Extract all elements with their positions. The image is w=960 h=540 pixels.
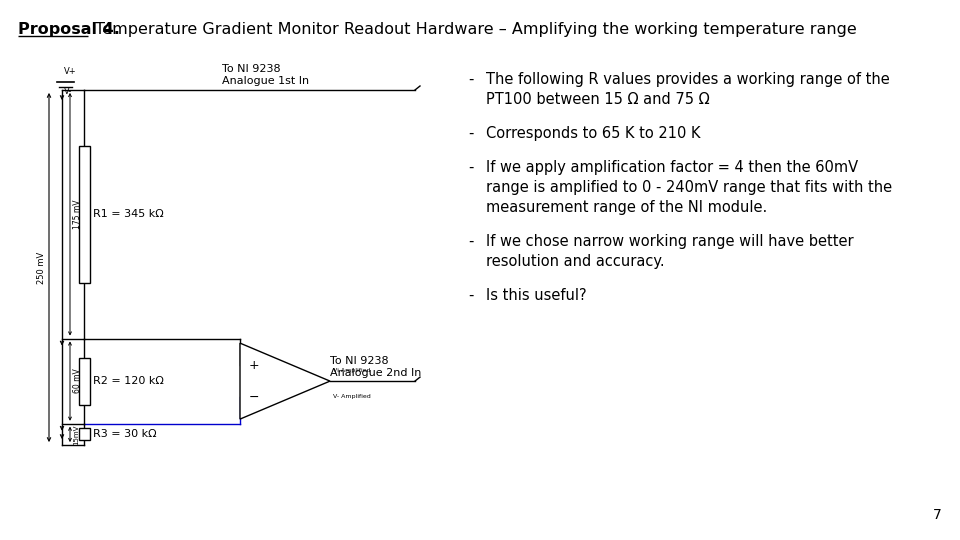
Text: V+: V+ xyxy=(64,67,77,76)
Text: If we apply amplification factor = 4 then the 60mV: If we apply amplification factor = 4 the… xyxy=(486,160,858,175)
Text: V-: V- xyxy=(64,87,72,96)
Text: 250 mV: 250 mV xyxy=(37,252,46,284)
Text: resolution and accuracy.: resolution and accuracy. xyxy=(486,254,664,269)
Text: R3 = 30 kΩ: R3 = 30 kΩ xyxy=(93,429,156,440)
Text: +: + xyxy=(249,359,259,372)
Text: -: - xyxy=(468,160,473,175)
Bar xyxy=(79,146,89,282)
Text: If we chose narrow working range will have better: If we chose narrow working range will ha… xyxy=(486,234,853,249)
Text: 60 mV: 60 mV xyxy=(73,369,82,394)
Text: To NI 9238
Analogue 2nd In: To NI 9238 Analogue 2nd In xyxy=(330,356,421,378)
Text: -: - xyxy=(468,72,473,87)
Text: measurement range of the NI module.: measurement range of the NI module. xyxy=(486,200,767,215)
Text: 7: 7 xyxy=(933,508,942,522)
Text: −: − xyxy=(249,390,259,403)
Text: 15mV: 15mV xyxy=(73,424,79,444)
Polygon shape xyxy=(240,343,330,419)
Text: PT100 between 15 Ω and 75 Ω: PT100 between 15 Ω and 75 Ω xyxy=(486,92,709,107)
Bar xyxy=(79,429,89,440)
Text: 175 mV: 175 mV xyxy=(73,199,82,229)
Text: -: - xyxy=(468,234,473,249)
Text: Is this useful?: Is this useful? xyxy=(486,288,587,303)
Bar xyxy=(79,357,89,404)
Text: Temperature Gradient Monitor Readout Hardware – Amplifying the working temperatu: Temperature Gradient Monitor Readout Har… xyxy=(90,22,856,37)
Text: Vi Amplified: Vi Amplified xyxy=(333,368,371,373)
Text: range is amplified to 0 - 240mV range that fits with the: range is amplified to 0 - 240mV range th… xyxy=(486,180,892,195)
Text: -: - xyxy=(468,126,473,141)
Text: Proposal 4.: Proposal 4. xyxy=(18,22,120,37)
Text: The following R values provides a working range of the: The following R values provides a workin… xyxy=(486,72,890,87)
Text: R1 = 345 kΩ: R1 = 345 kΩ xyxy=(93,209,164,219)
Text: -: - xyxy=(468,288,473,303)
Text: To NI 9238
Analogue 1st In: To NI 9238 Analogue 1st In xyxy=(222,64,309,86)
Text: V- Amplified: V- Amplified xyxy=(333,394,371,399)
Text: Corresponds to 65 K to 210 K: Corresponds to 65 K to 210 K xyxy=(486,126,701,141)
Text: R2 = 120 kΩ: R2 = 120 kΩ xyxy=(93,376,164,386)
